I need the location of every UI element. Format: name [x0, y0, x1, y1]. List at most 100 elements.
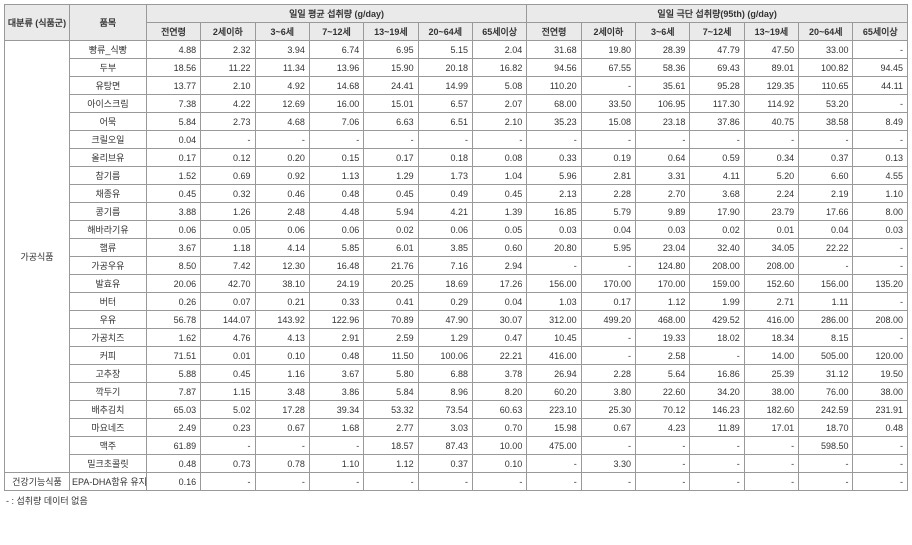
p95-value: 38.58	[799, 113, 853, 131]
mean-value: -	[309, 437, 363, 455]
table-row: 가공식품빵류_식빵4.882.323.946.746.955.152.0431.…	[5, 41, 908, 59]
p95-value: 182.60	[744, 401, 798, 419]
item-cell: 마요네즈	[70, 419, 147, 437]
mean-value: 1.12	[364, 455, 418, 473]
table-row: 아이스크림7.384.2212.6916.0015.016.572.0768.0…	[5, 95, 908, 113]
p95-value: 0.13	[853, 149, 908, 167]
mean-value: 4.14	[255, 239, 309, 257]
age-header: 7~12세	[690, 23, 744, 41]
p95-value: -	[581, 473, 635, 491]
mean-value: 14.99	[418, 77, 472, 95]
p95-value: 34.20	[690, 383, 744, 401]
p95-value: -	[799, 473, 853, 491]
mean-value: 0.04	[472, 293, 526, 311]
mean-value: 0.32	[201, 185, 255, 203]
p95-value: 223.10	[527, 401, 581, 419]
p95-value: 19.50	[853, 365, 908, 383]
mean-value: 71.51	[146, 347, 200, 365]
p95-value: 2.19	[799, 185, 853, 203]
mean-value: -	[418, 131, 472, 149]
item-cell: 크릴오일	[70, 131, 147, 149]
mean-value: 0.92	[255, 167, 309, 185]
p95-value: 129.35	[744, 77, 798, 95]
mean-value: 16.48	[309, 257, 363, 275]
p95-value: 58.36	[636, 59, 690, 77]
mean-value: 0.17	[146, 149, 200, 167]
mean-value: 2.48	[255, 203, 309, 221]
p95-value: 22.22	[799, 239, 853, 257]
mean-value: 53.32	[364, 401, 418, 419]
age-header: 전연령	[146, 23, 200, 41]
mean-value: 2.10	[472, 113, 526, 131]
p95-value: 0.01	[744, 221, 798, 239]
p95-value: -	[527, 455, 581, 473]
mean-value: 73.54	[418, 401, 472, 419]
table-row: 두부18.5611.2211.3413.9615.9020.1816.8294.…	[5, 59, 908, 77]
p95-value: -	[853, 239, 908, 257]
p95-value: 170.00	[636, 275, 690, 293]
p95-value: 32.40	[690, 239, 744, 257]
mean-value: 0.45	[364, 185, 418, 203]
p95-value: 100.82	[799, 59, 853, 77]
mean-value: 5.84	[146, 113, 200, 131]
item-cell: 콩기름	[70, 203, 147, 221]
p95-value: 15.08	[581, 113, 635, 131]
p95-value: -	[744, 131, 798, 149]
mean-value: 14.68	[309, 77, 363, 95]
mean-value: 3.67	[146, 239, 200, 257]
item-cell: 가공우유	[70, 257, 147, 275]
mean-value: 5.02	[201, 401, 255, 419]
p95-value: -	[690, 347, 744, 365]
mean-value: -	[201, 473, 255, 491]
p95-value: -	[690, 473, 744, 491]
p95-value: 11.89	[690, 419, 744, 437]
mean-value: 0.46	[255, 185, 309, 203]
p95-value: 499.20	[581, 311, 635, 329]
p95-value: 17.66	[799, 203, 853, 221]
p95-value: 120.00	[853, 347, 908, 365]
col-header-category: 대분류 (식품군)	[5, 5, 70, 41]
p95-value: 25.30	[581, 401, 635, 419]
item-cell: 해바라기유	[70, 221, 147, 239]
mean-value: 7.42	[201, 257, 255, 275]
mean-value: 0.26	[146, 293, 200, 311]
mean-value: 0.23	[201, 419, 255, 437]
mean-value: -	[364, 131, 418, 149]
mean-value: 0.04	[146, 131, 200, 149]
mean-value: 0.02	[364, 221, 418, 239]
p95-value: 10.45	[527, 329, 581, 347]
mean-value: -	[309, 473, 363, 491]
p95-value: 16.86	[690, 365, 744, 383]
mean-value: 3.85	[418, 239, 472, 257]
p95-value: 429.52	[690, 311, 744, 329]
mean-value: 16.82	[472, 59, 526, 77]
mean-value: 0.18	[418, 149, 472, 167]
p95-value: 2.28	[581, 185, 635, 203]
table-row: 건강기능식품EPA-DHA함유 유지0.16-------------	[5, 473, 908, 491]
mean-value: 0.47	[472, 329, 526, 347]
p95-value: 47.50	[744, 41, 798, 59]
p95-value: 124.80	[636, 257, 690, 275]
p95-value: 89.01	[744, 59, 798, 77]
mean-value: 3.88	[146, 203, 200, 221]
mean-value: 7.06	[309, 113, 363, 131]
footnote: - : 섭취량 데이터 없음	[4, 491, 908, 507]
p95-value: 76.00	[799, 383, 853, 401]
p95-value: 3.80	[581, 383, 635, 401]
category-cell-functional: 건강기능식품	[5, 473, 70, 491]
table-row: 해바라기유0.060.050.060.060.020.060.050.030.0…	[5, 221, 908, 239]
mean-value: 0.10	[255, 347, 309, 365]
mean-value: 2.77	[364, 419, 418, 437]
mean-value: 7.87	[146, 383, 200, 401]
mean-value: 1.73	[418, 167, 472, 185]
table-row: 참기름1.520.690.921.131.291.731.045.962.813…	[5, 167, 908, 185]
p95-value: 0.37	[799, 149, 853, 167]
p95-value: 114.92	[744, 95, 798, 113]
item-cell: 올리브유	[70, 149, 147, 167]
item-cell: 밀크초콜릿	[70, 455, 147, 473]
mean-value: -	[472, 131, 526, 149]
mean-value: 20.18	[418, 59, 472, 77]
item-cell: 커피	[70, 347, 147, 365]
item-cell: 배추김치	[70, 401, 147, 419]
mean-value: 8.20	[472, 383, 526, 401]
